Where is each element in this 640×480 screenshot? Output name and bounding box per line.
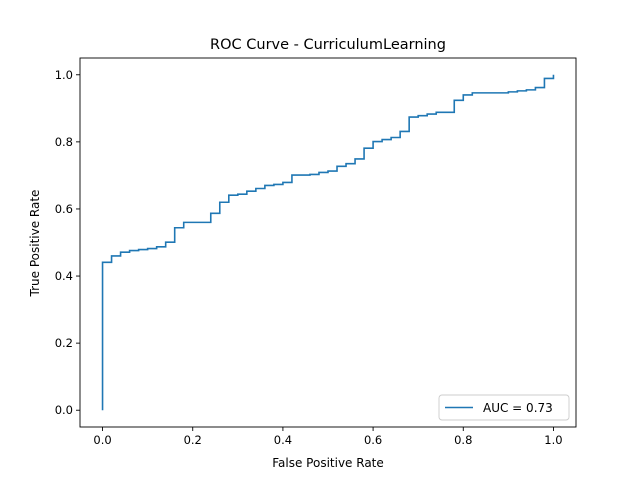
x-tick-label: 0.4 <box>274 433 292 447</box>
x-axis-label: False Positive Rate <box>272 456 384 470</box>
y-tick-label: 0.2 <box>55 336 73 350</box>
y-tick-label: 0.6 <box>55 202 73 216</box>
y-tick-label: 0.4 <box>55 269 73 283</box>
y-tick-label: 0.0 <box>55 403 73 417</box>
x-tick-label: 1.0 <box>544 433 562 447</box>
chart-title: ROC Curve - CurriculumLearning <box>210 37 446 53</box>
y-tick-label: 0.8 <box>55 135 73 149</box>
x-tick-label: 0.8 <box>454 433 472 447</box>
x-tick-label: 0.2 <box>184 433 202 447</box>
x-tick-label: 0.0 <box>93 433 111 447</box>
legend-label: AUC = 0.73 <box>483 401 553 415</box>
axes-frame <box>79 57 577 428</box>
legend-box <box>438 394 570 421</box>
legend: AUC = 0.73 <box>438 394 570 421</box>
x-tick-label: 0.6 <box>364 433 382 447</box>
y-tick-label: 1.0 <box>55 68 73 82</box>
roc-curve-line <box>101 74 555 411</box>
y-axis-label: True Positive Rate <box>28 190 42 298</box>
